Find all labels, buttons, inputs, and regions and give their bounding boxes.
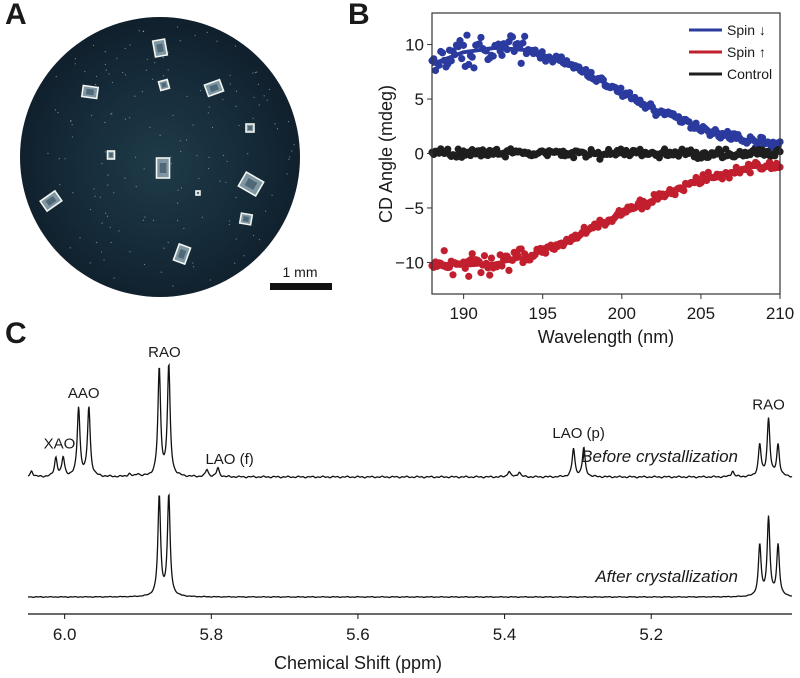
before-crystallization-trace	[27, 362, 793, 479]
spin-up-fit-line	[431, 162, 781, 268]
peak-label-xao: XAO	[44, 435, 76, 452]
cd-x-tick-label: 200	[608, 304, 636, 323]
spin-up-point	[746, 169, 754, 177]
cd-y-tick-label: 5	[415, 90, 424, 109]
cd-x-tick-label: 210	[766, 304, 794, 323]
after-crystallization-label: After crystallization	[594, 567, 738, 586]
peak-label-aao: AAO	[68, 385, 100, 402]
spin-down-fit-line	[431, 45, 781, 147]
cd-x-tick-label: 205	[687, 304, 715, 323]
spin-down-point	[463, 31, 471, 39]
spin-down-point	[517, 59, 525, 67]
nmr-x-tick-label: 6.0	[53, 625, 77, 644]
spin-down-point	[465, 60, 473, 69]
peak-label-lao-p: LAO (p)	[552, 425, 605, 442]
cd-legend: Spin ↓ Spin ↑ Control	[689, 22, 772, 82]
spin-down-point	[458, 55, 466, 63]
cd-y-axis-title: CD Angle (mdeg)	[376, 85, 396, 223]
spin-up-point	[487, 254, 496, 262]
cd-y-tick-label: 10	[405, 36, 424, 55]
control-point	[636, 145, 644, 153]
cd-x-tick-label: 195	[529, 304, 557, 323]
control-point	[660, 145, 669, 153]
spin-down-point	[758, 134, 767, 142]
control-point	[501, 153, 510, 161]
nmr-x-axis-title: Chemical Shift (ppm)	[274, 653, 442, 673]
spin-up-point	[477, 269, 485, 277]
spin-down-point	[508, 33, 517, 41]
control-point	[570, 154, 578, 162]
after-crystallization-trace	[28, 492, 793, 598]
nmr-x-tick-label: 5.4	[493, 625, 517, 644]
spin-down-point	[521, 32, 529, 40]
spin-up-point	[449, 271, 457, 279]
spin-up-point	[517, 245, 525, 253]
spin-up-point	[486, 271, 494, 279]
peak-label-rao: RAO	[148, 344, 181, 361]
spin-up-point	[465, 272, 473, 280]
spin-down-point	[519, 39, 527, 47]
nmr-x-tick-label: 5.2	[639, 625, 663, 644]
spin-down-point	[438, 49, 447, 57]
spin-down-point	[477, 33, 485, 42]
peak-label-rao: RAO	[752, 396, 785, 413]
spin-up-point	[440, 247, 448, 255]
legend-label-control: Control	[727, 66, 772, 82]
spin-down-point	[489, 52, 497, 60]
spin-down-point	[498, 51, 506, 59]
legend-label-spin-up: Spin ↑	[727, 44, 766, 60]
legend-label-spin-down: Spin ↓	[727, 22, 766, 38]
spin-up-point	[480, 252, 489, 260]
spin-down-point	[468, 53, 476, 61]
peak-label-lao-f: LAO (f)	[205, 451, 253, 468]
spin-up-point	[725, 174, 733, 182]
cd-y-tick-label: −5	[405, 199, 424, 218]
control-point	[444, 145, 452, 153]
before-crystallization-label: Before crystallization	[581, 447, 738, 466]
cd-x-axis-title: Wavelength (nm)	[538, 327, 674, 347]
spin-up-point	[468, 250, 476, 258]
cd-y-tick-label: 0	[415, 145, 424, 164]
spin-down-point	[431, 66, 440, 75]
nmr-x-tick-label: 5.6	[346, 625, 370, 644]
cd-y-tick-label: −10	[395, 253, 424, 272]
panel-b-letter: B	[348, 0, 370, 31]
spin-down-point	[494, 40, 503, 48]
panel-c-letter: C	[5, 317, 27, 350]
nmr-x-tick-label: 5.8	[199, 625, 223, 644]
cd-x-tick-label: 190	[449, 304, 477, 323]
spin-up-point	[505, 266, 513, 274]
spin-down-point	[459, 41, 468, 49]
spin-down-point	[470, 64, 478, 72]
